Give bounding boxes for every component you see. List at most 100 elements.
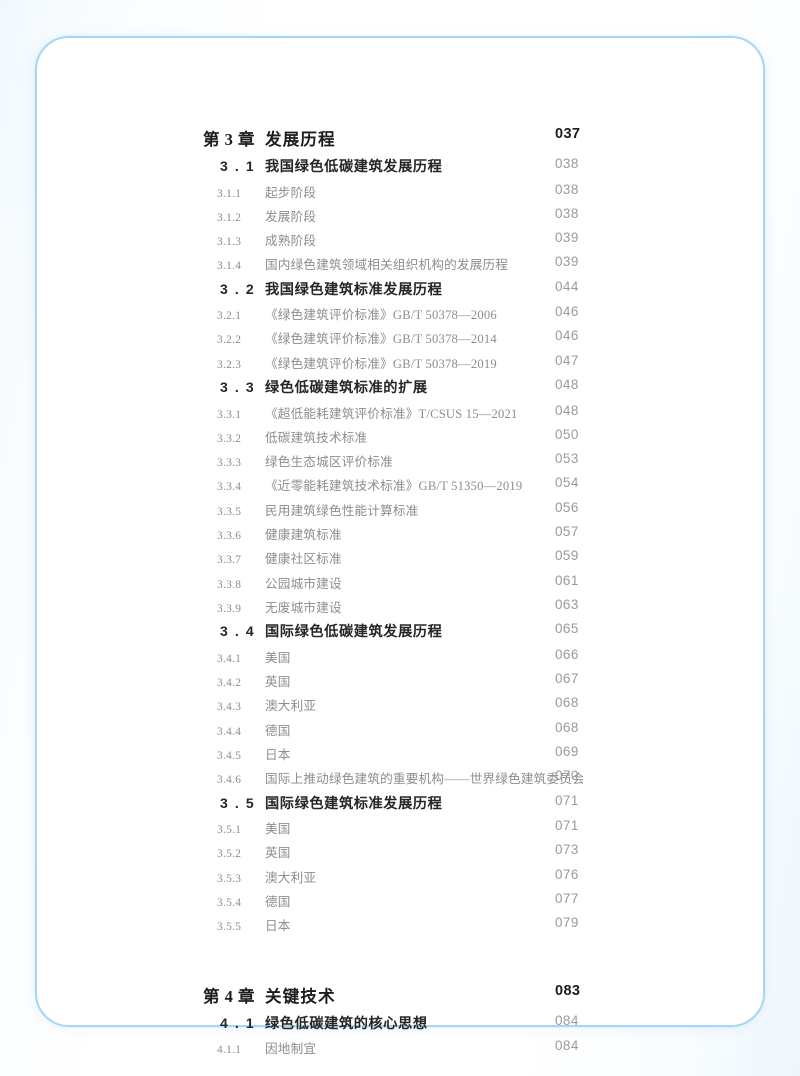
toc-entry-number: 3.1.3: [217, 236, 242, 249]
toc-entry-title: 国际上推动绿色建筑的重要机构——世界绿色建筑委员会: [265, 772, 583, 787]
toc-entry-sub[interactable]: 3.4.5 日本 069: [203, 744, 583, 768]
toc-entry-number: 第 3 章: [203, 130, 255, 149]
chapter-spacer: [203, 940, 583, 983]
toc-entry-title: 绿色低碳建筑标准的扩展: [265, 380, 428, 397]
toc-entry-sub[interactable]: 3.3.9 无废城市建设 063: [203, 597, 583, 621]
toc-entry-page-number: 061: [555, 572, 579, 588]
toc-entry-sub[interactable]: 3.1.2 发展阶段 038: [203, 206, 583, 230]
toc-entry-title: 《绿色建筑评价标准》GB/T 50378—2006: [265, 308, 497, 323]
toc-entry-number: 3.4.6: [217, 774, 242, 787]
toc-entry-number: 3.3.7: [217, 554, 242, 567]
toc-entry-sub[interactable]: 3.4.4 德国 068: [203, 720, 583, 744]
toc-entry-page-number: 039: [555, 254, 579, 270]
toc-entry-sub[interactable]: 3.5.3 澳大利亚 076: [203, 867, 583, 891]
toc-entry-chapter[interactable]: 第 3 章发展历程 037: [203, 126, 583, 156]
toc-entry-number: 3.5.4: [217, 896, 242, 909]
toc-entry-number: 3.3.5: [217, 505, 242, 518]
toc-entry-section[interactable]: 3 . 4 国际绿色低碳建筑发展历程 065: [203, 621, 583, 647]
toc-entry-title: 健康建筑标准: [265, 528, 342, 543]
toc-entry-sub[interactable]: 3.3.3 绿色生态城区评价标准 053: [203, 451, 583, 475]
toc-entry-page-number: 084: [555, 1012, 579, 1028]
toc-entry-page-number: 069: [555, 743, 579, 759]
toc-entry-sub[interactable]: 3.3.7 健康社区标准 059: [203, 548, 583, 572]
toc-entry-section[interactable]: 3 . 3 绿色低碳建筑标准的扩展 048: [203, 377, 583, 403]
toc-entry-page-number: 066: [555, 646, 579, 662]
toc-entry-number: 第 4 章: [203, 986, 255, 1006]
toc-entry-number: 3.3.2: [217, 432, 242, 445]
toc-entry-title: 绿色低碳建筑的核心思想: [265, 1015, 428, 1032]
toc-entry-number: 3.5.3: [217, 872, 242, 885]
toc-entry-sub[interactable]: 3.4.6 国际上推动绿色建筑的重要机构——世界绿色建筑委员会 070: [203, 768, 583, 792]
toc-entry-number: 3.3.6: [217, 530, 242, 543]
toc-entry-sub[interactable]: 3.2.3 《绿色建筑评价标准》GB/T 50378—2019 047: [203, 353, 583, 377]
toc-entry-number: 3.5.1: [217, 824, 242, 837]
toc-entry-sub[interactable]: 3.4.1 美国 066: [203, 647, 583, 671]
toc-entry-page-number: 050: [555, 426, 579, 442]
toc-entry-page-number: 048: [555, 377, 579, 393]
toc-entry-page-number: 038: [555, 156, 579, 171]
toc-entry-sub[interactable]: 3.3.8 公园城市建设 061: [203, 573, 583, 597]
toc-entry-page-number: 067: [555, 671, 579, 687]
toc-entry-sub[interactable]: 3.3.6 健康建筑标准 057: [203, 524, 583, 548]
toc-entry-chapter[interactable]: 第 4 章关键技术 083: [203, 983, 583, 1013]
toc-entry-section[interactable]: 4 . 1 绿色低碳建筑的核心思想 084: [203, 1013, 583, 1039]
toc-entry-title: 澳大利亚: [265, 699, 317, 714]
toc-entry-section[interactable]: 3 . 1 我国绿色低碳建筑发展历程 038: [203, 156, 583, 182]
toc-entry-sub[interactable]: 3.3.4 《近零能耗建筑技术标准》GB/T 51350—2019 054: [203, 475, 583, 499]
toc-entry-page-number: 046: [555, 304, 579, 320]
toc-entry-page-number: 053: [555, 451, 579, 467]
toc-entry-number: 3.3.8: [217, 578, 242, 591]
toc-entry-title: 关键技术: [265, 986, 336, 1006]
toc-entry-number: 3 . 5: [220, 794, 256, 811]
toc-entry-title: 国内绿色建筑领域相关组织机构的发展历程: [265, 258, 509, 273]
toc-entry-sub[interactable]: 3.2.1 《绿色建筑评价标准》GB/T 50378—2006 046: [203, 304, 583, 328]
toc-entry-sub[interactable]: 3.1.1 起步阶段 038: [203, 182, 583, 206]
toc-entry-page-number: 059: [555, 548, 579, 564]
toc-entry-page-number: 056: [555, 499, 579, 515]
toc-entry-page-number: 077: [555, 890, 579, 906]
toc-entry-title: 英国: [265, 846, 291, 861]
toc-entry-title: 发展阶段: [265, 209, 317, 224]
toc-entry-sub[interactable]: 3.3.1 《超低能耗建筑评价标准》T/CSUS 15—2021 048: [203, 403, 583, 427]
toc-entry-page-number: 076: [555, 866, 579, 882]
toc-entry-sub[interactable]: 3.3.5 民用建筑绿色性能计算标准 056: [203, 500, 583, 524]
toc-entry-number: 3.3.4: [217, 481, 242, 494]
toc-entry-sub[interactable]: 3.5.1 美国 071: [203, 818, 583, 842]
toc-entry-section[interactable]: 3 . 2 我国绿色建筑标准发展历程 044: [203, 279, 583, 305]
toc-entry-sub[interactable]: 3.5.5 日本 079: [203, 915, 583, 939]
toc-entry-sub[interactable]: 3.1.4 国内绿色建筑领域相关组织机构的发展历程 039: [203, 254, 583, 278]
toc-entry-sub[interactable]: 3.4.2 英国 067: [203, 671, 583, 695]
toc-entry-sub[interactable]: 3.3.2 低碳建筑技术标准 050: [203, 427, 583, 451]
toc-entry-sub[interactable]: 3.4.3 澳大利亚 068: [203, 695, 583, 719]
toc-entry-number: 3 . 4: [220, 623, 256, 640]
toc-entry-number: 3.5.2: [217, 848, 242, 861]
toc-entry-sub[interactable]: 3.5.4 德国 077: [203, 891, 583, 915]
toc-entry-title: 国际绿色建筑标准发展历程: [265, 795, 443, 812]
toc-entry-section[interactable]: 3 . 5 国际绿色建筑标准发展历程 071: [203, 793, 583, 819]
toc-entry-page-number: 068: [555, 719, 579, 735]
toc-entry-number: 3.1.2: [217, 211, 242, 224]
toc-entry-page-number: 063: [555, 596, 579, 612]
toc-entry-sub[interactable]: 3.1.3 成熟阶段 039: [203, 230, 583, 254]
toc-entry-sub[interactable]: 3.5.2 英国 073: [203, 842, 583, 866]
toc-entry-title: 发展历程: [265, 130, 336, 149]
toc-entry-title: 《绿色建筑评价标准》GB/T 50378—2019: [265, 356, 497, 371]
toc-entry-sub[interactable]: 3.2.2 《绿色建筑评价标准》GB/T 50378—2014 046: [203, 328, 583, 352]
toc-entry-title: 美国: [265, 650, 291, 665]
toc-entry-title: 澳大利亚: [265, 870, 317, 885]
toc-entry-page-number: 065: [555, 621, 579, 637]
toc-entry-page-number: 039: [555, 230, 579, 246]
toc-entry-page-number: 084: [555, 1038, 579, 1054]
toc-entry-sub[interactable]: 4.1.1 因地制宜 084: [203, 1038, 583, 1062]
toc-entry-title: 起步阶段: [265, 185, 317, 200]
toc-entry-page-number: 071: [555, 792, 579, 808]
toc-entry-title: 我国绿色建筑标准发展历程: [265, 281, 443, 298]
toc-entry-number: 3.4.2: [217, 677, 242, 690]
toc-entry-number: 3.4.1: [217, 652, 242, 665]
toc-entry-number: 3.2.1: [217, 310, 242, 323]
toc-entry-page-number: 079: [555, 915, 579, 931]
toc-entry-page-number: 054: [555, 475, 579, 491]
toc-entry-page-number: 044: [555, 278, 579, 294]
toc-entry-page-number: 048: [555, 402, 579, 418]
toc-entry-number: 3.3.1: [217, 408, 242, 421]
